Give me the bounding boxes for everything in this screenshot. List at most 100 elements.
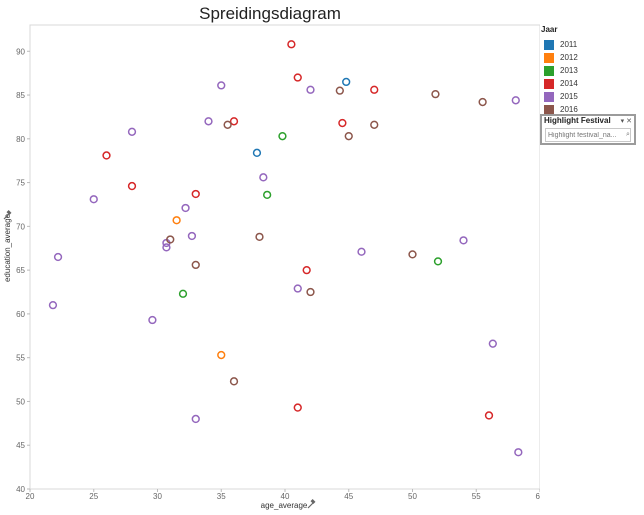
data-point-2011[interactable] <box>342 77 351 87</box>
y-tick-label: 65 <box>16 266 25 275</box>
legend-items: 2011 2012 2013 2014 2015 2016 <box>541 38 641 116</box>
data-point-2014[interactable] <box>293 403 302 412</box>
y-tick-label: 45 <box>16 441 25 450</box>
legend-label: 2012 <box>560 53 578 62</box>
data-point-2012[interactable] <box>217 350 226 360</box>
data-point-2016[interactable] <box>255 232 264 242</box>
x-axis-label: age_average <box>261 501 308 510</box>
y-tick-label: 85 <box>16 91 25 100</box>
data-point-2015[interactable] <box>187 231 197 241</box>
data-point-2015[interactable] <box>357 247 366 256</box>
data-point-2015[interactable] <box>191 414 200 424</box>
data-point-2015[interactable] <box>488 339 497 348</box>
data-point-2016[interactable] <box>223 120 232 129</box>
data-point-2014[interactable] <box>127 181 137 191</box>
x-tick-label: 25 <box>89 492 98 501</box>
legend-item-2015[interactable]: 2015 <box>541 90 641 103</box>
panel-menu-close-icon[interactable]: ▾ ✕ <box>620 117 632 125</box>
plot-frame <box>29 24 540 490</box>
y-tick-label: 90 <box>16 47 25 56</box>
data-point-2015[interactable] <box>514 448 523 457</box>
data-point-2011[interactable] <box>252 148 262 157</box>
legend-label: 2016 <box>560 105 578 114</box>
x-axis-pin-icon[interactable] <box>307 499 316 509</box>
y-tick-label: 80 <box>16 135 25 144</box>
legend: Jaar 2011 2012 2013 2014 2015 2016 <box>541 25 641 116</box>
data-point-2013[interactable] <box>263 190 272 199</box>
legend-item-2014[interactable]: 2014 <box>541 77 641 90</box>
highlight-festival-panel: Highlight Festival ▾ ✕ ⌕ <box>540 114 636 145</box>
data-point-2015[interactable] <box>204 117 213 126</box>
data-point-2013[interactable] <box>178 289 188 298</box>
data-point-2016[interactable] <box>478 97 487 107</box>
data-point-2015[interactable] <box>181 203 190 213</box>
data-point-2014[interactable] <box>229 117 239 126</box>
data-points <box>48 40 523 457</box>
legend-swatch <box>544 39 554 50</box>
highlight-title: Highlight Festival <box>544 116 611 125</box>
x-tick-label: 35 <box>217 492 226 501</box>
legend-swatch <box>544 65 554 76</box>
data-point-2014[interactable] <box>191 189 200 199</box>
data-point-2016[interactable] <box>306 287 315 297</box>
data-point-2015[interactable] <box>162 243 171 252</box>
data-point-2014[interactable] <box>484 411 494 420</box>
data-point-2015[interactable] <box>259 173 268 182</box>
search-icon[interactable]: ⌕ <box>626 131 630 138</box>
data-point-2016[interactable] <box>335 86 344 95</box>
data-point-2013[interactable] <box>278 132 287 141</box>
legend-swatch <box>544 78 554 89</box>
data-point-2015[interactable] <box>217 81 226 90</box>
x-tick-label: 45 <box>344 492 353 501</box>
data-point-2012[interactable] <box>172 216 181 225</box>
data-point-2015[interactable] <box>459 236 468 245</box>
data-point-2015[interactable] <box>48 301 58 310</box>
legend-item-2016[interactable]: 2016 <box>541 103 641 116</box>
x-tick-label: 60 <box>536 492 540 501</box>
y-tick-label: 50 <box>16 397 25 406</box>
legend-item-2012[interactable]: 2012 <box>541 51 641 64</box>
data-point-2014[interactable] <box>287 40 296 49</box>
data-point-2016[interactable] <box>370 120 379 129</box>
data-point-2016[interactable] <box>408 250 417 259</box>
legend-item-2013[interactable]: 2013 <box>541 64 641 77</box>
data-point-2015[interactable] <box>306 85 315 94</box>
y-axis: 40 45 50 55 60 65 70 75 80 85 90 <box>16 47 30 494</box>
data-point-2014[interactable] <box>370 85 379 94</box>
chart-title: Spreidingsdiagram <box>199 4 341 23</box>
data-point-2016[interactable] <box>229 377 239 386</box>
legend-title: Jaar <box>541 25 558 34</box>
scatter-chart: 40 45 50 55 60 65 70 75 80 85 90 20 25 30 35 40 45 50 55 6… <box>3 24 540 510</box>
data-point-2015[interactable] <box>127 127 137 136</box>
data-point-2014[interactable] <box>302 265 311 275</box>
highlight-search-box[interactable]: ⌕ <box>545 128 631 142</box>
highlight-header: Highlight Festival ▾ ✕ <box>542 116 634 125</box>
y-tick-label: 60 <box>16 310 25 319</box>
data-point-2014[interactable] <box>338 118 347 128</box>
legend-swatch <box>544 52 554 63</box>
data-point-2015[interactable] <box>293 284 302 293</box>
data-point-2016[interactable] <box>344 132 353 141</box>
data-point-2016[interactable] <box>431 90 440 99</box>
legend-label: 2011 <box>560 40 578 49</box>
y-tick-label: 40 <box>16 485 25 494</box>
data-point-2016[interactable] <box>166 235 175 244</box>
data-point-2015[interactable] <box>53 252 63 262</box>
data-point-2013[interactable] <box>433 257 443 266</box>
x-tick-label: 50 <box>408 492 417 501</box>
data-point-2015[interactable] <box>89 195 98 204</box>
y-axis-label: education_average <box>3 213 12 282</box>
data-point-2014[interactable] <box>293 73 302 82</box>
x-axis: 20 25 30 35 40 45 50 55 60 <box>26 489 540 501</box>
data-point-2014[interactable] <box>102 151 111 160</box>
y-tick-label: 70 <box>16 222 25 231</box>
x-tick-label: 20 <box>26 492 35 501</box>
legend-item-2011[interactable]: 2011 <box>541 38 641 51</box>
data-point-2016[interactable] <box>191 260 200 270</box>
highlight-search-input[interactable] <box>546 131 626 139</box>
data-point-2015[interactable] <box>511 96 520 105</box>
x-tick-label: 40 <box>281 492 290 501</box>
data-point-2015[interactable] <box>148 315 157 325</box>
legend-swatch <box>544 104 554 115</box>
y-axis-pin-icon[interactable] <box>3 210 12 220</box>
